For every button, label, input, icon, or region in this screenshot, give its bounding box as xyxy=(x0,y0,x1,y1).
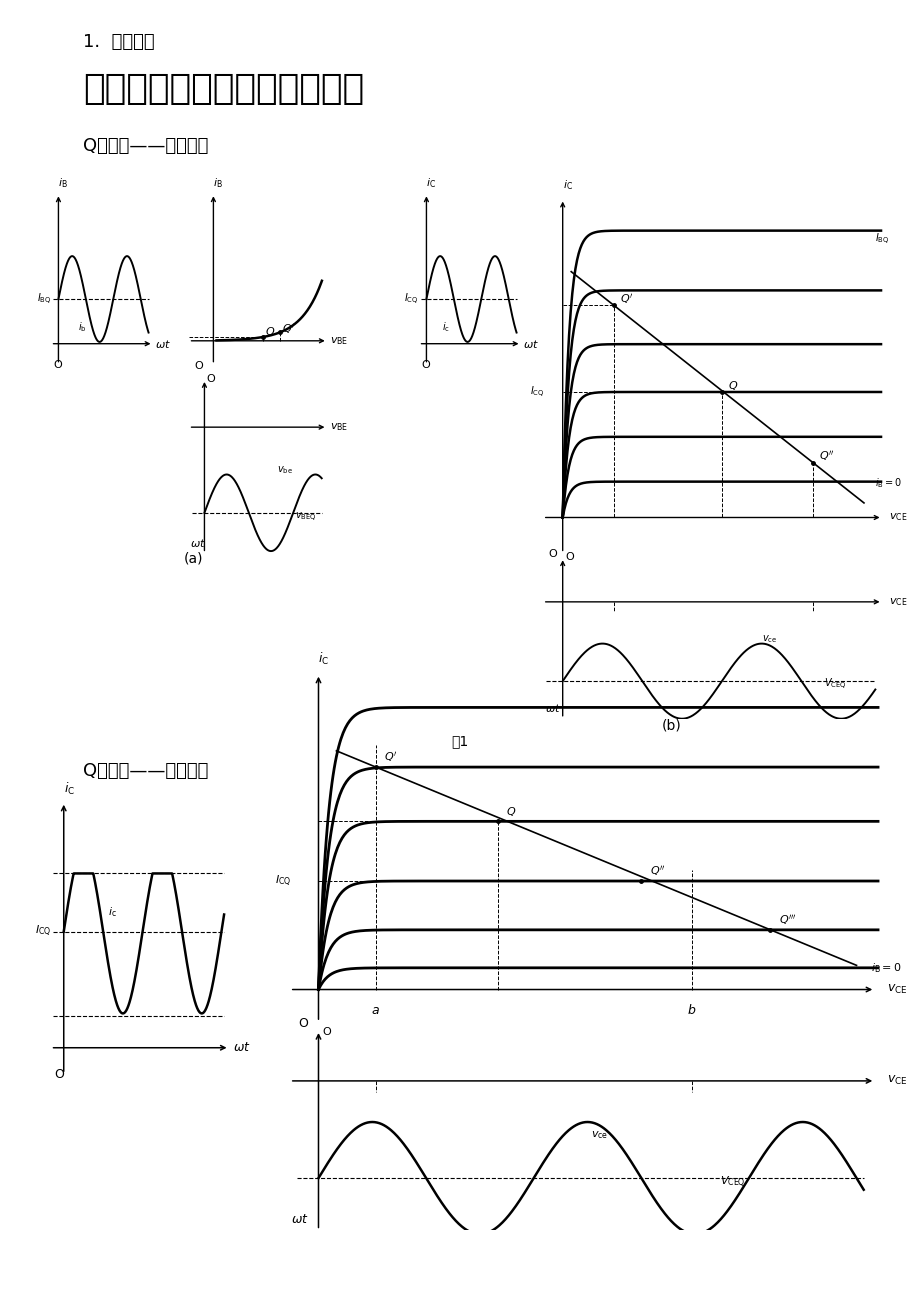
Text: $v_{\rm ce}$: $v_{\rm ce}$ xyxy=(761,634,777,646)
Text: $i_{\rm B}=0$: $i_{\rm B}=0$ xyxy=(870,962,901,975)
Text: $i_{\rm c}$: $i_{\rm c}$ xyxy=(108,906,117,919)
Text: $\omega t$: $\omega t$ xyxy=(291,1213,309,1226)
Text: $v_{\rm CE}$: $v_{\rm CE}$ xyxy=(886,983,906,996)
Text: Q点过高——饱和失真: Q点过高——饱和失真 xyxy=(83,762,208,780)
Text: $I_{\rm CQ}$: $I_{\rm CQ}$ xyxy=(35,924,51,939)
Text: $\omega t$: $\omega t$ xyxy=(190,536,206,548)
Text: $I_{\rm CQ}$: $I_{\rm CQ}$ xyxy=(529,384,544,400)
Text: O: O xyxy=(54,1068,64,1081)
Text: O: O xyxy=(195,361,203,371)
Text: $i_{\rm C}$: $i_{\rm C}$ xyxy=(318,651,329,668)
Text: $v_{\rm CE}$: $v_{\rm CE}$ xyxy=(886,1074,906,1087)
Text: 静态工作点对波形失真的影响: 静态工作点对波形失真的影响 xyxy=(83,72,364,105)
Text: 图1: 图1 xyxy=(451,734,468,747)
Text: O: O xyxy=(206,375,214,384)
Text: $Q'$: $Q'$ xyxy=(618,292,632,306)
Text: $I_{\rm CQ}$: $I_{\rm CQ}$ xyxy=(404,292,418,306)
Text: $v_{\rm CE}$: $v_{\rm CE}$ xyxy=(888,512,906,523)
Text: O: O xyxy=(421,361,430,370)
Text: $\omega t$: $\omega t$ xyxy=(523,337,539,350)
Text: $Q$: $Q$ xyxy=(727,379,737,392)
Text: $b$: $b$ xyxy=(686,1003,696,1017)
Text: $i_{\rm C}$: $i_{\rm C}$ xyxy=(63,781,74,797)
Text: O: O xyxy=(565,552,573,562)
Text: $Q''$: $Q''$ xyxy=(818,449,834,462)
Text: $Q'$: $Q'$ xyxy=(281,322,295,336)
Text: $v_{\rm BE}$: $v_{\rm BE}$ xyxy=(330,422,347,434)
Text: $v_{\rm BE}$: $v_{\rm BE}$ xyxy=(330,335,348,346)
Text: O: O xyxy=(298,1017,308,1030)
Text: $i_{\rm B}$: $i_{\rm B}$ xyxy=(59,177,68,190)
Text: $V_{\rm CEQ}$: $V_{\rm CEQ}$ xyxy=(823,677,846,693)
Text: $i_{\rm c}$: $i_{\rm c}$ xyxy=(442,320,449,335)
Text: $I_{\rm BQ}$: $I_{\rm BQ}$ xyxy=(37,292,51,306)
Text: $i_{\rm C}$: $i_{\rm C}$ xyxy=(426,177,436,190)
Text: $I_{\rm BQ}$: $I_{\rm BQ}$ xyxy=(874,232,889,247)
Text: $V_{\rm CEQ}$: $V_{\rm CEQ}$ xyxy=(720,1176,745,1190)
Text: O: O xyxy=(322,1027,331,1036)
Text: $i_{\rm B}=0$: $i_{\rm B}=0$ xyxy=(874,475,902,490)
Text: $a$: $a$ xyxy=(371,1004,380,1017)
Text: $v_{\rm ce}$: $v_{\rm ce}$ xyxy=(591,1129,607,1141)
Text: $I_{\rm CQ}$: $I_{\rm CQ}$ xyxy=(275,874,291,888)
Text: Q点过低——截止失真: Q点过低——截止失真 xyxy=(83,137,208,155)
Text: $v_{\rm CE}$: $v_{\rm CE}$ xyxy=(888,596,906,608)
Text: $Q$: $Q$ xyxy=(505,805,516,818)
Text: $v_{\rm BEQ}$: $v_{\rm BEQ}$ xyxy=(295,512,316,525)
Text: $Q$: $Q$ xyxy=(265,324,275,337)
Text: (a): (a) xyxy=(183,552,203,565)
Text: O: O xyxy=(53,361,62,370)
Text: $Q'$: $Q'$ xyxy=(384,750,398,764)
Text: (b): (b) xyxy=(661,719,681,732)
Text: $Q^{\prime\prime\prime}$: $Q^{\prime\prime\prime}$ xyxy=(778,913,796,927)
Text: O: O xyxy=(548,548,557,559)
Text: $Q^{\prime\prime}$: $Q^{\prime\prime}$ xyxy=(649,863,665,878)
Text: $i_{\rm B}$: $i_{\rm B}$ xyxy=(213,177,223,190)
Text: $\omega t$: $\omega t$ xyxy=(155,337,171,350)
Text: 1.  实验背景: 1. 实验背景 xyxy=(83,33,154,51)
Text: $\omega t$: $\omega t$ xyxy=(233,1042,250,1055)
Text: $i_{\rm b}$: $i_{\rm b}$ xyxy=(78,320,86,335)
Text: $v_{\rm be}$: $v_{\rm be}$ xyxy=(277,465,293,477)
Text: $\omega t$: $\omega t$ xyxy=(544,703,560,715)
Text: $i_{\rm C}$: $i_{\rm C}$ xyxy=(562,178,573,193)
